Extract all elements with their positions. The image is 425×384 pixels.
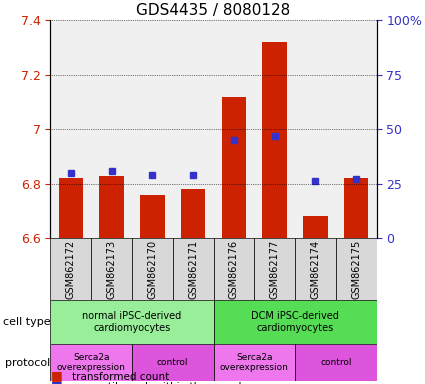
FancyBboxPatch shape <box>213 300 377 344</box>
Bar <box>181 189 205 238</box>
Text: Serca2a
overexpression: Serca2a overexpression <box>57 353 126 372</box>
Bar <box>59 178 83 238</box>
Text: GSM862175: GSM862175 <box>351 240 361 299</box>
FancyBboxPatch shape <box>295 238 336 300</box>
Bar <box>303 216 328 238</box>
Bar <box>140 195 164 238</box>
Text: protocol: protocol <box>5 358 51 367</box>
Bar <box>263 42 287 238</box>
FancyBboxPatch shape <box>51 344 132 381</box>
FancyBboxPatch shape <box>132 344 213 381</box>
Text: GSM862171: GSM862171 <box>188 240 198 299</box>
Text: ■: ■ <box>51 379 63 384</box>
FancyBboxPatch shape <box>51 238 91 300</box>
Text: ■: ■ <box>51 369 63 382</box>
Text: DCM iPSC-derived
cardiomyocytes: DCM iPSC-derived cardiomyocytes <box>251 311 339 333</box>
FancyBboxPatch shape <box>336 238 377 300</box>
Bar <box>222 96 246 238</box>
Text: cell type: cell type <box>3 317 51 327</box>
FancyBboxPatch shape <box>51 300 213 344</box>
FancyBboxPatch shape <box>213 238 254 300</box>
Title: GDS4435 / 8080128: GDS4435 / 8080128 <box>136 3 291 18</box>
Text: control: control <box>157 358 188 367</box>
Text: GSM862172: GSM862172 <box>66 240 76 299</box>
FancyBboxPatch shape <box>254 238 295 300</box>
FancyBboxPatch shape <box>295 344 377 381</box>
Bar <box>99 175 124 238</box>
Bar <box>344 178 368 238</box>
FancyBboxPatch shape <box>132 238 173 300</box>
Text: GSM862170: GSM862170 <box>147 240 157 299</box>
Text: percentile rank within the sample: percentile rank within the sample <box>72 382 248 384</box>
Text: normal iPSC-derived
cardiomyocytes: normal iPSC-derived cardiomyocytes <box>82 311 181 333</box>
Text: control: control <box>320 358 351 367</box>
FancyBboxPatch shape <box>173 238 213 300</box>
Text: GSM862177: GSM862177 <box>270 240 280 299</box>
Text: GSM862173: GSM862173 <box>107 240 116 299</box>
Text: GSM862176: GSM862176 <box>229 240 239 299</box>
Text: transformed count: transformed count <box>72 372 170 382</box>
Text: Serca2a
overexpression: Serca2a overexpression <box>220 353 289 372</box>
Text: GSM862174: GSM862174 <box>310 240 320 299</box>
FancyBboxPatch shape <box>213 344 295 381</box>
FancyBboxPatch shape <box>91 238 132 300</box>
